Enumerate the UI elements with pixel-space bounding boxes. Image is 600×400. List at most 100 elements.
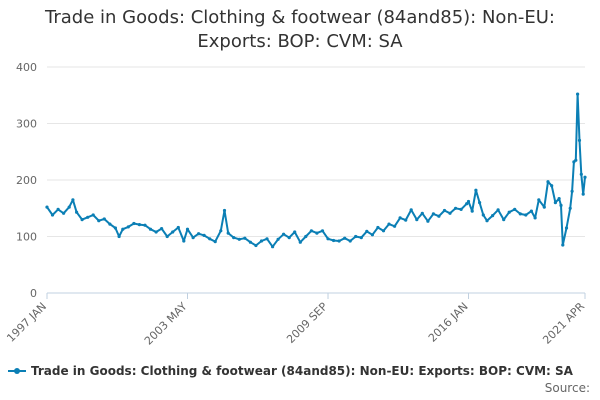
data-point [393, 224, 397, 228]
data-point [415, 218, 419, 222]
data-point [287, 236, 291, 240]
legend[interactable]: Trade in Goods: Clothing & footwear (84a… [8, 364, 573, 378]
data-point [365, 229, 369, 233]
data-point [533, 216, 537, 220]
data-point [237, 237, 241, 241]
x-tick-label: 2003 MAY [142, 300, 190, 348]
data-point [485, 219, 489, 223]
data-point [398, 216, 402, 220]
data-point [529, 209, 534, 213]
data-point [202, 233, 206, 237]
data-point [426, 219, 430, 223]
data-point [507, 210, 511, 214]
data-point [583, 175, 587, 179]
data-point [315, 231, 319, 235]
data-point [71, 198, 75, 202]
data-point [420, 211, 424, 215]
data-point [320, 229, 325, 233]
data-point [276, 237, 280, 241]
series-line [46, 93, 586, 248]
data-point [108, 222, 112, 226]
data-point [404, 218, 408, 222]
data-point [67, 205, 71, 209]
data-point [496, 208, 500, 212]
data-point [254, 243, 258, 248]
data-point [259, 239, 264, 243]
data-point [117, 234, 121, 239]
data-point [86, 215, 90, 219]
data-point [113, 226, 117, 230]
data-point [56, 207, 60, 211]
data-point [121, 227, 125, 231]
data-point [513, 207, 517, 211]
data-point [45, 205, 49, 209]
data-point [557, 197, 561, 201]
data-point [524, 213, 528, 217]
data-point [176, 225, 180, 230]
data-point [97, 219, 101, 223]
y-tick-label: 300 [16, 118, 37, 131]
data-point [185, 227, 190, 231]
data-point [219, 229, 223, 233]
data-point [265, 237, 269, 241]
data-point [80, 218, 84, 222]
data-point [143, 223, 147, 227]
data-point [559, 203, 563, 207]
data-point [50, 213, 55, 217]
data-point [102, 217, 106, 221]
data-point [165, 234, 169, 239]
data-point [474, 188, 478, 192]
data-point [91, 213, 95, 217]
data-point [282, 232, 286, 236]
data-point [75, 210, 79, 214]
data-point [574, 158, 578, 162]
data-point [387, 222, 391, 226]
data-point [248, 240, 252, 244]
data-point [579, 172, 583, 176]
data-point [465, 202, 469, 206]
data-point [576, 92, 580, 96]
data-point [271, 245, 275, 249]
data-point [568, 206, 572, 210]
data-point [570, 189, 574, 193]
data-point [148, 227, 153, 231]
data-point [502, 218, 506, 222]
chart-title: Trade in Goods: Clothing & footwear (84a… [0, 6, 600, 54]
data-point [126, 225, 130, 229]
data-point [550, 184, 554, 188]
chart-title-line-2: Exports: BOP: CVM: SA [197, 31, 403, 52]
data-point [491, 214, 495, 218]
source-label: Source: [544, 381, 590, 395]
data-point [154, 230, 158, 234]
chart-title-line-1: Trade in Goods: Clothing & footwear (84a… [45, 7, 555, 28]
data-point [337, 239, 341, 243]
data-point [182, 239, 186, 243]
data-point [546, 180, 550, 184]
data-point [370, 233, 374, 237]
data-point [409, 208, 413, 212]
data-point [160, 227, 164, 231]
data-point [132, 221, 136, 226]
data-point [213, 240, 217, 244]
data-point [478, 201, 482, 205]
y-tick-label: 100 [16, 231, 37, 244]
data-point [376, 225, 380, 230]
data-point [326, 237, 330, 241]
data-point [197, 232, 201, 236]
y-tick-label: 0 [30, 287, 37, 300]
data-point [226, 231, 230, 235]
x-tick-label: 2021 APR [540, 300, 587, 347]
data-point [359, 236, 363, 240]
data-point [577, 138, 582, 142]
data-point [298, 240, 302, 244]
data-point [470, 209, 474, 213]
data-point [137, 223, 141, 227]
y-tick-label: 400 [16, 61, 37, 74]
data-point [537, 198, 541, 202]
data-point [381, 229, 386, 233]
data-point [348, 239, 352, 243]
x-tick-label: 1997 JAN [4, 300, 49, 345]
data-point [309, 229, 313, 233]
data-point [232, 236, 236, 240]
data-point [431, 212, 435, 216]
